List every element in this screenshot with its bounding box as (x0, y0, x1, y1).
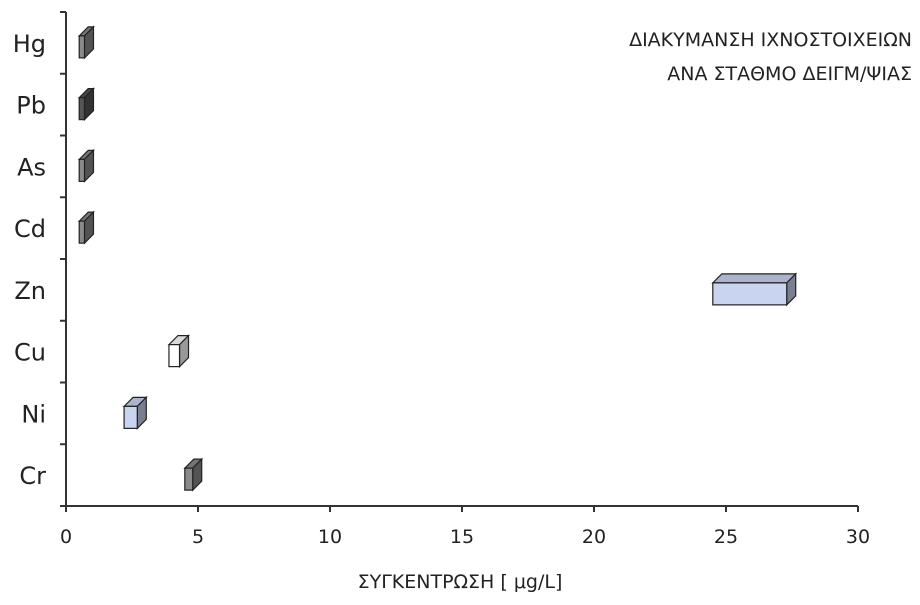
range-bar-hg (77, 25, 95, 60)
x-tick-label: 0 (60, 526, 72, 548)
x-tick-label: 10 (318, 526, 342, 548)
x-tick-labels: 0 5 10 15 20 25 30 (60, 526, 870, 548)
category-label-cu: Cu (14, 339, 46, 367)
x-axis-title: ΣΥΓΚΕΝΤΡΩΣΗ [ μg/L] (358, 571, 563, 593)
x-tick-label: 30 (846, 526, 870, 548)
x-tick-label: 5 (192, 526, 204, 548)
x-axis-ticks (65, 506, 859, 512)
category-label-cd: Cd (14, 215, 46, 243)
x-tick-label: 20 (582, 526, 606, 548)
title-line-2: ΑΝΑ ΣΤΑΘΜΟ ΔΕΙΓΜ/ΨΙΑΣ (667, 63, 912, 85)
category-label-pb: Pb (16, 92, 46, 120)
chart-title: ΔΙΑΚΥΜΑΝΣΗ ΙΧΝΟΣΤΟΙΧΕΙΩΝ ΑΝΑ ΣΤΑΘΜΟ ΔΕΙΓ… (629, 29, 912, 85)
range-bar-zn (711, 272, 798, 307)
x-tick-label: 15 (450, 526, 474, 548)
range-bar-pb (77, 87, 95, 122)
category-label-cr: Cr (19, 462, 46, 490)
category-labels: Hg Pb As Cd Zn Cu Ni Cr (13, 30, 46, 490)
category-label-ni: Ni (21, 400, 46, 428)
category-label-hg: Hg (13, 30, 46, 58)
range-bar-as (77, 148, 95, 183)
range-bar-cr (183, 457, 204, 492)
x-tick-label: 25 (714, 526, 738, 548)
title-line-1: ΔΙΑΚΥΜΑΝΣΗ ΙΧΝΟΣΤΟΙΧΕΙΩΝ (629, 29, 912, 51)
range-bar-ni (122, 395, 148, 430)
range-bars (77, 25, 798, 492)
range-bar-cd (77, 210, 95, 245)
category-label-as: As (17, 153, 46, 181)
y-axis-ticks (60, 11, 66, 507)
range-bar-cu (167, 334, 190, 369)
category-label-zn: Zn (14, 277, 46, 305)
